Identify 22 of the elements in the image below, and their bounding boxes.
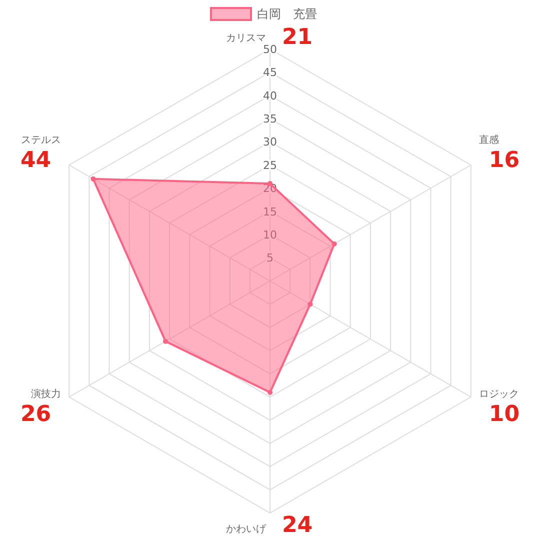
y-tick-label: 40 [263, 89, 277, 102]
spoke-label: 演技力 [31, 388, 62, 400]
spoke-label: 直感 [478, 134, 499, 146]
spoke-label: かわいげ [226, 523, 267, 535]
spoke-label: カリスマ [226, 33, 266, 44]
y-tick-label: 45 [263, 66, 277, 80]
y-tick-label: 50 [263, 42, 277, 56]
y-tick-label: 10 [263, 228, 277, 242]
text: 16 [488, 148, 520, 173]
spoke-label: ステルス [21, 135, 62, 146]
text: 24 [282, 513, 313, 538]
y-tick-label: 15 [263, 205, 277, 218]
y-tick-label: 25 [263, 158, 277, 172]
spoke-label: ロジック [478, 389, 519, 400]
y-tick-label: 35 [263, 112, 277, 126]
y-tick-label: 5 [266, 252, 274, 265]
text: 10 [488, 402, 520, 427]
text: 44 [20, 148, 52, 173]
legend-label: 白岡 充畳 [257, 7, 317, 21]
text: 26 [20, 402, 52, 427]
y-tick-label: 30 [263, 136, 277, 149]
text: 21 [282, 25, 313, 50]
